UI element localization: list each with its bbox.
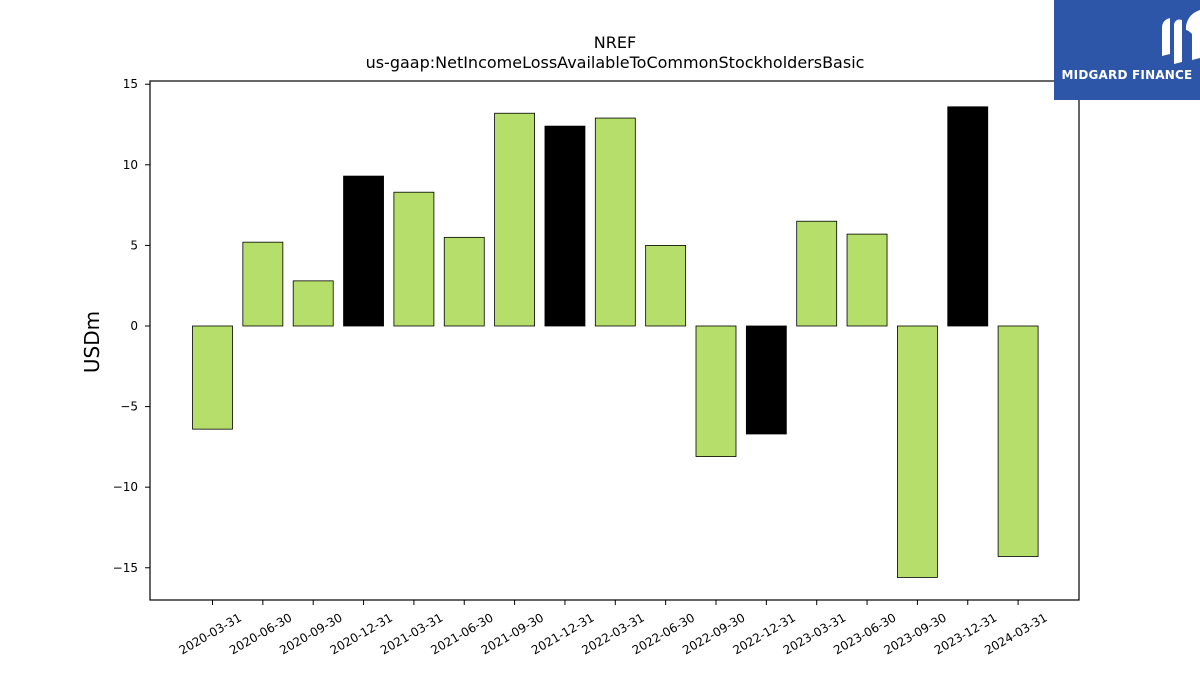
y-axis-label: USDm bbox=[80, 311, 104, 373]
bar-2021-09-30 bbox=[494, 112, 536, 327]
y-tick-label: 15 bbox=[123, 77, 138, 91]
bar-2022-09-30 bbox=[695, 325, 737, 457]
y-tick-label: −15 bbox=[113, 561, 138, 575]
chart-subtitle: us-gaap:NetIncomeLossAvailableToCommonSt… bbox=[366, 53, 865, 72]
bar-2021-06-30 bbox=[443, 236, 485, 327]
y-tick-label: 10 bbox=[123, 158, 138, 172]
logo-text: MIDGARD FINANCE bbox=[1061, 68, 1193, 82]
y-tick-label: 5 bbox=[130, 238, 138, 252]
bar-2022-06-30 bbox=[645, 244, 687, 327]
y-tick-label: −5 bbox=[120, 400, 138, 414]
bar-2023-06-30 bbox=[846, 233, 888, 327]
bar-2024-03-31 bbox=[997, 325, 1039, 557]
x-axis-ticks: 2020-03-312020-06-302020-09-302020-12-31… bbox=[177, 600, 1050, 657]
bar-2022-12-31 bbox=[745, 325, 787, 435]
bar-2022-03-31 bbox=[594, 117, 636, 327]
bar-2020-03-31 bbox=[192, 325, 233, 430]
y-tick-label: 0 bbox=[130, 319, 138, 333]
midgard-finance-logo: MIDGARD FINANCE bbox=[1054, 0, 1200, 100]
y-axis-ticks: 15 10 5 0 −5 −10 −15 bbox=[113, 77, 150, 575]
chart-title: NREF bbox=[594, 33, 636, 52]
bar-2020-06-30 bbox=[242, 241, 284, 327]
bar-2021-12-31 bbox=[544, 125, 586, 327]
bars-group bbox=[192, 106, 1039, 578]
bar-2023-03-31 bbox=[796, 220, 838, 327]
bar-2023-09-30 bbox=[897, 325, 938, 578]
bar-2021-03-31 bbox=[393, 191, 435, 327]
bar-2020-12-31 bbox=[343, 175, 384, 327]
logo-mark-icon bbox=[1162, 10, 1200, 64]
bar-2023-12-31 bbox=[947, 106, 989, 327]
y-tick-label: −10 bbox=[113, 480, 138, 494]
bar-2020-09-30 bbox=[292, 280, 334, 327]
plot-frame bbox=[149, 80, 1080, 601]
